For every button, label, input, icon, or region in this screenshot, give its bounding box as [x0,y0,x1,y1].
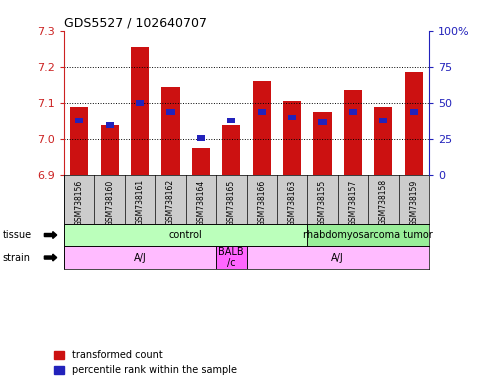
Bar [246,246,429,269]
Bar [374,107,392,175]
Text: A/J: A/J [134,253,146,263]
Bar [167,109,175,115]
Bar [344,91,362,175]
Text: A/J: A/J [331,253,344,263]
Text: GSM738160: GSM738160 [105,179,114,226]
Bar [283,101,301,175]
Text: rhabdomyosarcoma tumor: rhabdomyosarcoma tumor [303,230,433,240]
Text: GSM738158: GSM738158 [379,179,388,225]
Text: GSM738166: GSM738166 [257,179,266,226]
Bar [75,118,83,123]
Text: GSM738155: GSM738155 [318,179,327,226]
Bar [258,109,266,115]
Text: control: control [169,230,203,240]
Text: GSM738156: GSM738156 [75,179,84,226]
Text: GSM738162: GSM738162 [166,179,175,225]
Bar [222,125,241,175]
Text: GSM738163: GSM738163 [287,179,297,226]
Bar [379,118,387,123]
Text: GSM738165: GSM738165 [227,179,236,226]
Bar [349,109,357,115]
Bar [227,118,235,123]
Bar [197,135,205,141]
Bar [314,112,332,175]
Bar [405,72,423,175]
Bar [106,122,114,128]
Bar [252,81,271,175]
Bar [136,100,144,106]
Bar [288,115,296,121]
Bar [64,224,307,246]
Bar [410,109,418,115]
Bar [307,224,429,246]
Bar [70,107,88,175]
Legend: transformed count, percentile rank within the sample: transformed count, percentile rank withi… [54,351,237,375]
Text: GSM738159: GSM738159 [409,179,418,226]
Bar [318,119,326,125]
Bar [101,125,119,175]
Text: tissue: tissue [2,230,32,240]
Bar [64,246,216,269]
Bar [131,47,149,175]
Text: GSM738164: GSM738164 [196,179,206,226]
Bar [161,87,179,175]
Text: GSM738161: GSM738161 [136,179,144,225]
Text: GSM738157: GSM738157 [349,179,357,226]
Bar [216,246,246,269]
Text: strain: strain [2,253,31,263]
Text: GDS5527 / 102640707: GDS5527 / 102640707 [64,17,207,30]
Bar [192,148,210,175]
Text: BALB
/c: BALB /c [218,247,244,268]
